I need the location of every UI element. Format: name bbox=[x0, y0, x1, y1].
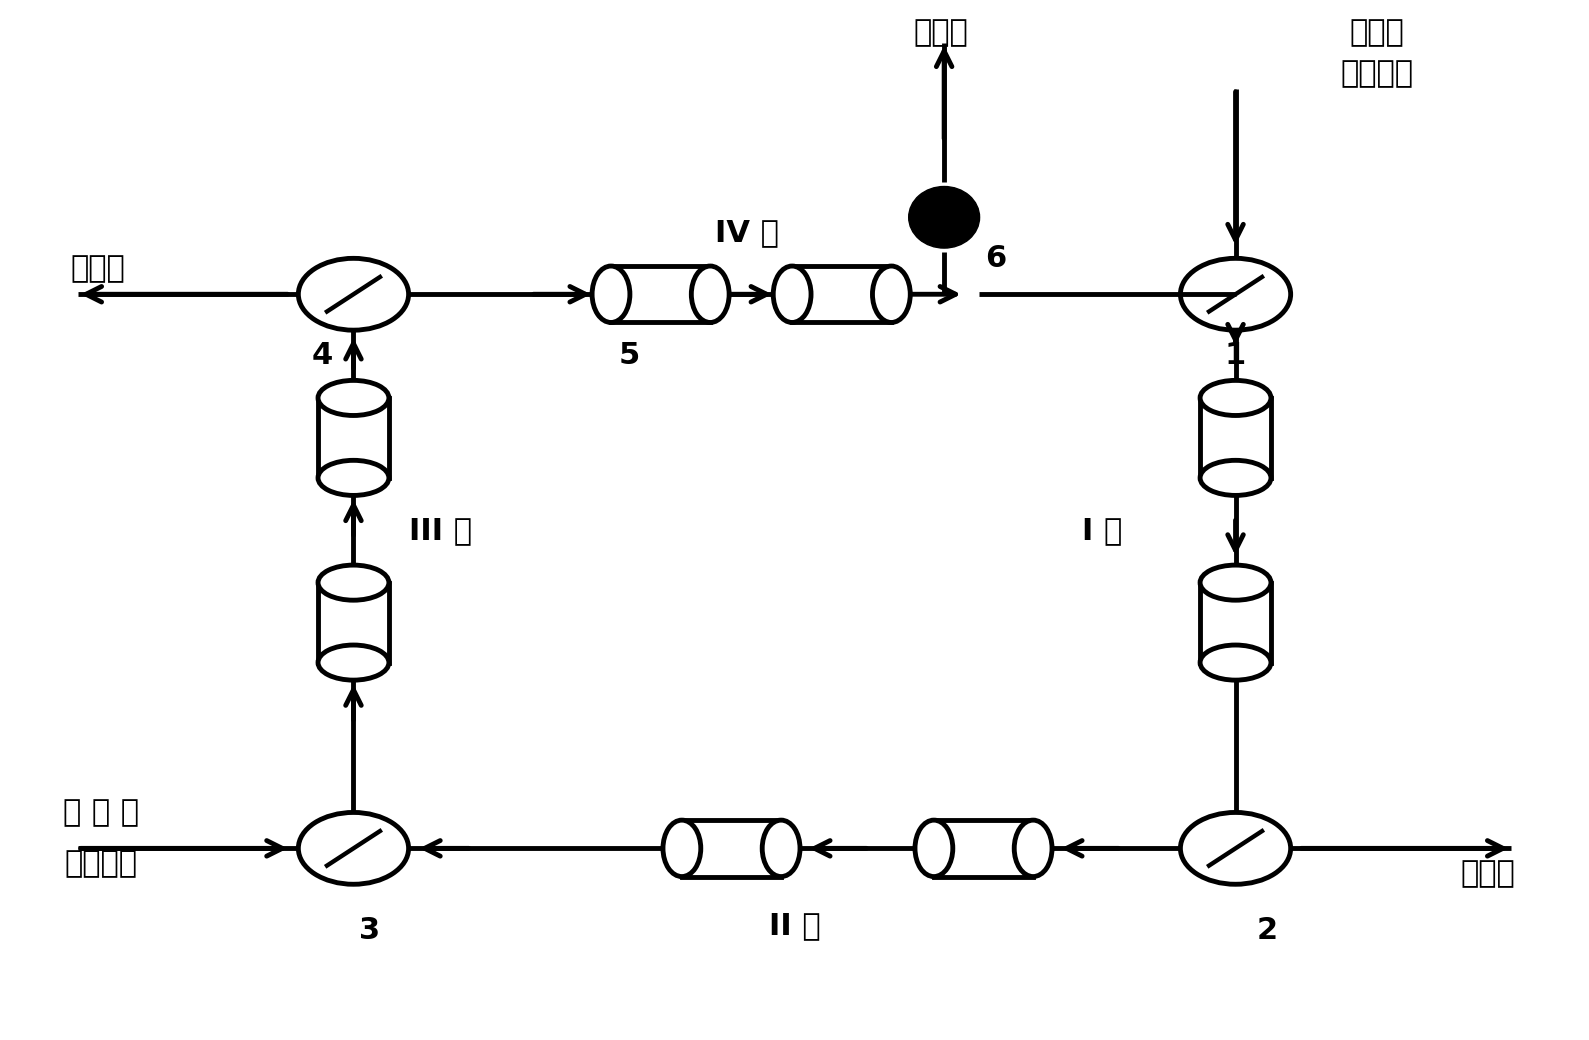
Text: （高温）: （高温） bbox=[1341, 59, 1414, 88]
Bar bbox=[1200, 398, 1271, 477]
Ellipse shape bbox=[1200, 565, 1271, 600]
Bar bbox=[318, 582, 389, 662]
Text: 洗脱液: 洗脱液 bbox=[1351, 18, 1405, 47]
Text: 循环液: 循环液 bbox=[914, 18, 968, 47]
Ellipse shape bbox=[663, 821, 701, 877]
Text: 2: 2 bbox=[1257, 916, 1278, 945]
Ellipse shape bbox=[318, 381, 389, 416]
Text: 4: 4 bbox=[311, 341, 332, 370]
Text: I 区: I 区 bbox=[1082, 516, 1122, 545]
Ellipse shape bbox=[318, 645, 389, 680]
Text: 落余液: 落余液 bbox=[72, 254, 126, 283]
Bar bbox=[682, 821, 782, 877]
Ellipse shape bbox=[1200, 461, 1271, 495]
Ellipse shape bbox=[915, 821, 953, 877]
Text: 5: 5 bbox=[618, 341, 640, 370]
Text: III 区: III 区 bbox=[408, 516, 472, 545]
Ellipse shape bbox=[909, 186, 979, 249]
Bar bbox=[612, 266, 710, 322]
Bar bbox=[793, 266, 891, 322]
Ellipse shape bbox=[1200, 645, 1271, 680]
Ellipse shape bbox=[318, 565, 389, 600]
Ellipse shape bbox=[593, 266, 629, 322]
Ellipse shape bbox=[691, 266, 729, 322]
Text: 茄取液: 茄取液 bbox=[1460, 859, 1514, 888]
Ellipse shape bbox=[774, 266, 810, 322]
Text: 进 料 液: 进 料 液 bbox=[64, 798, 140, 827]
Ellipse shape bbox=[763, 821, 799, 877]
Text: II 区: II 区 bbox=[769, 911, 820, 940]
Text: IV 区: IV 区 bbox=[715, 218, 779, 248]
Text: （低温）: （低温） bbox=[65, 850, 138, 878]
Bar bbox=[318, 398, 389, 477]
Text: 3: 3 bbox=[359, 916, 380, 945]
Bar bbox=[934, 821, 1033, 877]
Text: 1: 1 bbox=[1225, 341, 1246, 370]
Ellipse shape bbox=[1014, 821, 1052, 877]
Ellipse shape bbox=[318, 461, 389, 495]
Ellipse shape bbox=[872, 266, 910, 322]
Text: 6: 6 bbox=[985, 243, 1007, 272]
Bar bbox=[1200, 582, 1271, 662]
Ellipse shape bbox=[1200, 381, 1271, 416]
